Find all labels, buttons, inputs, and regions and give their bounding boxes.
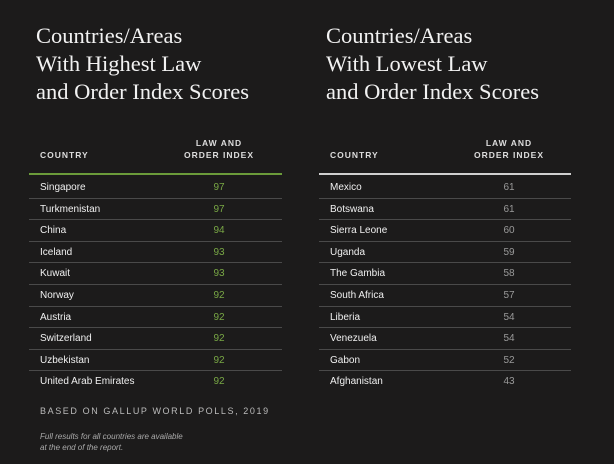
index-score: 54 xyxy=(503,333,515,345)
header-line: LAW AND xyxy=(485,138,533,148)
header-line: LAW AND xyxy=(195,138,243,148)
country-name: Iceland xyxy=(40,246,73,258)
table-body: Mexico 61 Botswana 61 Sierra Leone 60 Ug… xyxy=(319,177,571,393)
country-name: Mexico xyxy=(330,182,362,193)
table-title: Countries/Areas With Lowest Law and Order … xyxy=(326,22,614,106)
table-row: Sierra Leone 60 xyxy=(319,220,571,242)
index-score: 97 xyxy=(213,182,225,193)
table-body: Singapore 97 Turkmenistan 97 China 94 Ic… xyxy=(29,177,282,393)
country-name: United Arab Emirates xyxy=(40,376,135,388)
index-score: 97 xyxy=(213,203,225,215)
column-header-country: COUNTRY xyxy=(40,150,89,160)
index-score: 93 xyxy=(213,268,225,280)
table-row: Botswana 61 xyxy=(319,199,571,221)
index-score: 58 xyxy=(503,268,515,280)
table-header: COUNTRY LAW AND ORDER INDEX xyxy=(319,136,571,174)
country-name: Switzerland xyxy=(40,333,92,345)
index-score: 61 xyxy=(503,203,515,215)
header-line: ORDER INDEX xyxy=(183,150,255,160)
country-name: China xyxy=(40,225,67,237)
index-score: 43 xyxy=(503,376,515,388)
table-row: Iceland 93 xyxy=(29,242,282,264)
country-name: The Gambia xyxy=(330,268,386,280)
index-score: 93 xyxy=(213,246,225,258)
title-line: and Order Index Scores xyxy=(36,79,250,104)
header-line: ORDER INDEX xyxy=(473,150,545,160)
country-name: Liberia xyxy=(330,311,361,323)
source-note: BASED ON GALLUP WORLD POLLS, 2019 xyxy=(40,406,270,416)
title-line: and Order Index Scores xyxy=(326,79,540,104)
table-row: Kuwait 93 xyxy=(29,263,282,285)
table-row: United Arab Emirates 92 xyxy=(29,371,282,393)
index-score: 94 xyxy=(213,225,225,237)
country-name: Uzbekistan xyxy=(40,354,90,366)
title-line: Countries/Areas xyxy=(326,23,473,48)
table-row: Gabon 52 xyxy=(319,350,571,372)
index-score: 57 xyxy=(503,289,515,301)
index-score: 92 xyxy=(213,376,225,388)
column-header-index: LAW AND ORDER INDEX xyxy=(469,137,549,161)
country-name: Austria xyxy=(40,311,72,323)
header-rule xyxy=(319,173,571,175)
index-score: 60 xyxy=(503,225,515,237)
table-row: Uganda 59 xyxy=(319,242,571,264)
country-name: Sierra Leone xyxy=(330,225,388,237)
title-line: With Lowest Law xyxy=(326,51,488,76)
footnote-line: at the end of the report. xyxy=(40,443,124,452)
table-header: COUNTRY LAW AND ORDER INDEX xyxy=(29,136,282,174)
country-name: Singapore xyxy=(40,182,86,193)
country-name: Kuwait xyxy=(40,268,71,280)
table-row: Afghanistan 43 xyxy=(319,371,571,393)
title-line: Countries/Areas xyxy=(36,23,183,48)
footnote-line: Full results for all countries are avail… xyxy=(40,432,183,441)
table-row: Norway 92 xyxy=(29,285,282,307)
country-name: Afghanistan xyxy=(330,376,383,388)
table-row: Singapore 97 xyxy=(29,177,282,199)
country-name: Uganda xyxy=(330,246,366,258)
country-name: Venezuela xyxy=(330,333,377,345)
column-header-index: LAW AND ORDER INDEX xyxy=(179,137,259,161)
country-name: South Africa xyxy=(330,289,384,301)
table-row: Mexico 61 xyxy=(319,177,571,199)
index-score: 92 xyxy=(213,354,225,366)
column-header-country: COUNTRY xyxy=(330,150,379,160)
table-row: Switzerland 92 xyxy=(29,328,282,350)
header-rule xyxy=(29,173,282,175)
table-row: Austria 92 xyxy=(29,307,282,329)
index-score: 92 xyxy=(213,333,225,345)
table-row: Uzbekistan 92 xyxy=(29,350,282,372)
table-row: The Gambia 58 xyxy=(319,263,571,285)
index-score: 52 xyxy=(503,354,515,366)
table-row: Turkmenistan 97 xyxy=(29,199,282,221)
title-line: With Highest Law xyxy=(36,51,202,76)
table-row: South Africa 57 xyxy=(319,285,571,307)
table-title: Countries/Areas With Highest Law and Order… xyxy=(36,22,336,106)
index-score: 61 xyxy=(503,182,515,193)
index-score: 54 xyxy=(503,311,515,323)
index-score: 59 xyxy=(503,246,515,258)
index-score: 92 xyxy=(213,289,225,301)
footnote: Full results for all countries are avail… xyxy=(40,431,280,453)
table-row: Liberia 54 xyxy=(319,307,571,329)
country-name: Gabon xyxy=(330,354,361,366)
table-row: Venezuela 54 xyxy=(319,328,571,350)
index-score: 92 xyxy=(213,311,225,323)
country-name: Botswana xyxy=(330,203,374,215)
table-row: China 94 xyxy=(29,220,282,242)
country-name: Norway xyxy=(40,289,74,301)
country-name: Turkmenistan xyxy=(40,203,101,215)
